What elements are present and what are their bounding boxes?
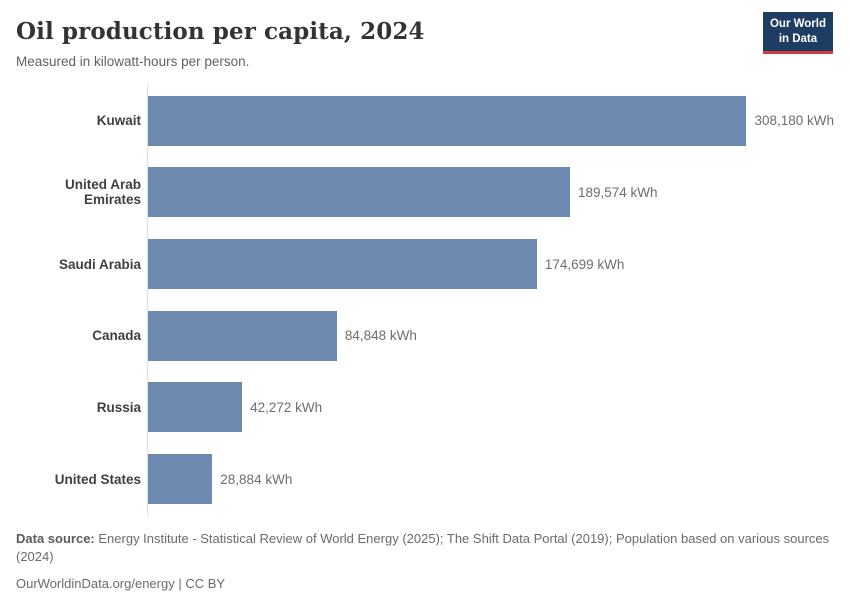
bar[interactable] [148,239,537,290]
bar-row: Russia 42,272 kWh [16,372,834,444]
category-label: Kuwait [96,113,141,129]
bar-track: 174,699 kWh [148,239,834,290]
category-label: United States [54,471,141,487]
chart-header: Oil production per capita, 2024 Measured… [16,12,834,69]
chart-subtitle: Measured in kilowatt-hours per person. [16,54,250,69]
data-source-label: Data source: [16,531,95,546]
chart-footer: Data source: Energy Institute - Statisti… [16,530,834,593]
value-label: 84,848 kWh [344,328,417,344]
owid-logo-line1: Our World [769,18,826,30]
value-label: 28,884 kWh [220,471,293,487]
bar[interactable] [148,95,747,146]
bar-track: 308,180 kWh [148,95,834,146]
owid-logo[interactable]: Our World in Data [762,12,833,54]
bar-row: United States 28,884 kWh [16,443,834,515]
category-label: Saudi Arabia [58,256,141,272]
bar-chart: Kuwait 308,180 kWh United Arab Emirates 189… [16,85,834,515]
data-source-line: Data source: Energy Institute - Statisti… [16,530,834,566]
bar-row: United Arab Emirates 189,574 kWh [16,157,834,229]
bar-track: 189,574 kWh [148,167,834,218]
owid-logo-line2: in Data [778,32,818,45]
bar[interactable] [148,310,337,361]
bar-row: Canada 84,848 kWh [16,300,834,372]
bar[interactable] [148,454,213,505]
bar-row: Saudi Arabia 174,699 kWh [16,228,834,300]
bar[interactable] [148,382,243,433]
bar-row: Kuwait 308,180 kWh [16,85,834,157]
value-label: 174,699 kWh [544,256,625,272]
bar-track: 84,848 kWh [148,310,834,361]
category-label: Canada [92,328,141,344]
bar-track: 28,884 kWh [148,454,834,505]
citation-line: OurWorldinData.org/energy | CC BY [16,576,226,591]
category-label: Russia [96,399,141,415]
value-label: 42,272 kWh [250,399,323,415]
data-source-text: Energy Institute - Statistical Review of… [16,531,830,564]
bar[interactable] [148,167,570,218]
bar-track: 42,272 kWh [148,382,834,433]
value-label: 189,574 kWh [577,184,658,200]
value-label: 308,180 kWh [754,113,834,129]
chart-title: Oil production per capita, 2024 [16,18,425,45]
category-label: United Arab Emirates [64,177,141,208]
